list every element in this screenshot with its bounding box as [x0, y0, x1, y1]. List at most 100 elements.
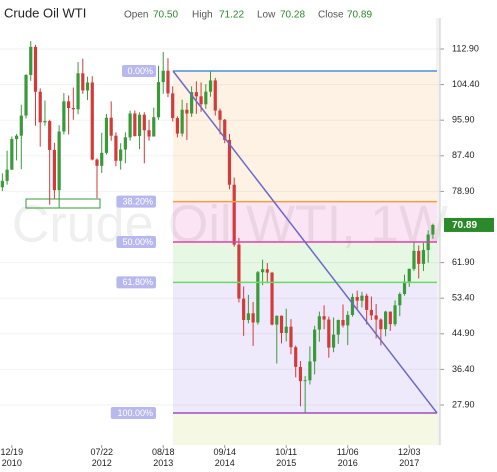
candle-body — [171, 93, 175, 119]
fib-band — [173, 70, 437, 202]
candle-body — [85, 82, 90, 91]
field-value: 70.28 — [280, 10, 305, 21]
y-tick-label: 36.40 — [452, 364, 475, 374]
candle-body — [161, 70, 165, 83]
candle-body — [294, 347, 298, 367]
candle-body — [180, 109, 184, 134]
field-value: 70.89 — [347, 10, 372, 21]
last-price-bg — [444, 217, 494, 232]
x-tick-label: 12/03 2017 — [398, 447, 421, 468]
y-tick-label: 95.90 — [452, 115, 475, 125]
candle-body — [62, 101, 66, 132]
candle-body — [369, 309, 373, 316]
candle-body — [275, 315, 279, 325]
candle-body — [109, 117, 113, 136]
candle-body — [175, 118, 180, 134]
x-tick-label: 07/22 2012 — [90, 447, 113, 468]
annotation-box — [25, 198, 101, 209]
candle-body — [308, 361, 312, 381]
fib-label-bg — [122, 64, 156, 77]
candle-body — [29, 46, 33, 75]
candle-body — [412, 250, 416, 269]
candle-body — [52, 149, 57, 191]
candle-body — [431, 224, 435, 235]
candle-body — [137, 114, 142, 137]
candle-body — [223, 119, 227, 140]
field-value: 71.22 — [219, 10, 244, 21]
y-tick-label: 53.40 — [452, 293, 475, 303]
fib-band — [173, 412, 437, 445]
candle-body — [336, 319, 340, 335]
candle-body — [260, 269, 265, 273]
candle-body — [128, 113, 132, 138]
candle-body — [100, 152, 104, 166]
y-tick-label: 112.90 — [452, 43, 479, 53]
candle-body — [0, 180, 4, 188]
field-value: 70.50 — [153, 10, 178, 21]
candle-body — [71, 108, 75, 110]
candle-body — [417, 250, 421, 264]
candle-body — [5, 169, 9, 181]
candle-body — [147, 130, 151, 137]
field-name: High — [192, 10, 213, 21]
candle-body — [232, 184, 236, 245]
y-tick-label: 87.40 — [452, 150, 475, 160]
candle-body — [218, 110, 222, 120]
candle-body — [360, 295, 364, 301]
candle-body — [317, 316, 321, 330]
candle-body — [166, 70, 170, 94]
candle-body — [48, 121, 52, 150]
candle-body — [341, 319, 345, 326]
candle-body — [95, 159, 99, 166]
y-tick-label: 61.90 — [452, 257, 475, 267]
candle-body — [142, 114, 146, 131]
candle-body — [57, 131, 61, 191]
candle-body — [190, 92, 194, 114]
fib-trend — [172, 70, 438, 414]
candle-body — [67, 101, 71, 109]
candle-body — [43, 121, 47, 123]
fib-label-bg — [116, 235, 156, 248]
candle-body — [251, 313, 255, 323]
fib-label-bg — [116, 195, 156, 208]
fib-label: 100.00% — [117, 408, 153, 418]
fib-label: 50.00% — [122, 237, 153, 247]
candle-body — [19, 115, 23, 136]
fib-label: 38.20% — [122, 196, 153, 206]
last-price: 70.89 — [452, 220, 477, 231]
candle-body — [114, 135, 118, 161]
candle-body — [407, 268, 411, 282]
candle-body — [227, 139, 232, 185]
fib-label-bg — [116, 276, 156, 289]
candle-body — [322, 316, 326, 320]
candle-body — [365, 295, 369, 310]
candle-body — [123, 137, 127, 150]
candle-body — [133, 113, 137, 137]
y-tick-label: 78.90 — [452, 186, 475, 196]
candle-body — [90, 82, 94, 160]
x-tick-label: 09/14 2014 — [213, 447, 236, 468]
candle-body — [374, 315, 378, 320]
candle-body — [350, 296, 355, 315]
candle-body — [213, 80, 217, 111]
candle-body — [38, 91, 42, 123]
candle-body — [76, 73, 80, 110]
field-name: Low — [257, 10, 276, 21]
field-name: Open — [124, 10, 148, 21]
candle-body — [156, 82, 161, 118]
candle-body — [298, 366, 303, 382]
candle-body — [81, 73, 85, 91]
candle-body — [199, 96, 203, 105]
candle-body — [10, 139, 14, 170]
x-tick-label: 12/19 2010 — [1, 447, 24, 468]
x-tick-label: 10/11 2015 — [275, 447, 297, 468]
candle-body — [24, 74, 28, 116]
candle-body — [194, 92, 198, 97]
field-name: Close — [318, 10, 344, 21]
candle-body — [289, 326, 293, 348]
candle-body — [152, 117, 156, 137]
x-tick-label: 11/06 2016 — [337, 447, 359, 468]
candle-body — [270, 272, 274, 325]
candle-body — [327, 319, 331, 348]
